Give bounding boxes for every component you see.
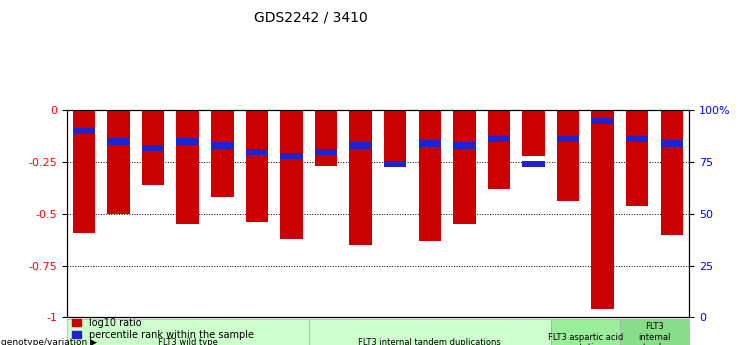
Bar: [591, 110, 614, 309]
Bar: [349, 142, 372, 149]
Legend: log10 ratio, percentile rank within the sample: log10 ratio, percentile rank within the …: [72, 318, 254, 340]
Bar: [557, 110, 579, 201]
Bar: [211, 110, 233, 197]
Bar: [280, 110, 303, 239]
Bar: [73, 128, 95, 134]
Bar: [661, 110, 683, 235]
Bar: [488, 136, 510, 142]
Text: genotype/variation ▶: genotype/variation ▶: [1, 338, 98, 345]
Bar: [142, 145, 165, 151]
Bar: [107, 138, 130, 145]
Bar: [488, 110, 510, 189]
Bar: [419, 140, 441, 147]
Text: FLT3 internal tandem duplications: FLT3 internal tandem duplications: [359, 338, 501, 345]
Bar: [315, 149, 337, 155]
Bar: [453, 142, 476, 149]
Bar: [419, 110, 441, 241]
Bar: [176, 110, 199, 224]
Bar: [522, 110, 545, 156]
Bar: [349, 110, 372, 245]
Bar: [176, 138, 199, 145]
Bar: [591, 118, 614, 124]
Bar: [211, 142, 233, 149]
Text: GDS2242 / 3410: GDS2242 / 3410: [254, 10, 368, 24]
Bar: [107, 110, 130, 214]
Text: FLT3
internal
tande
m duplic.: FLT3 internal tande m duplic.: [635, 322, 674, 345]
Bar: [142, 110, 165, 185]
Bar: [280, 153, 303, 159]
Bar: [522, 161, 545, 167]
Bar: [453, 110, 476, 224]
Text: FLT3 wild type: FLT3 wild type: [158, 338, 218, 345]
Bar: [626, 110, 648, 206]
Text: FLT3 aspartic acid
mutation: FLT3 aspartic acid mutation: [548, 333, 623, 345]
Bar: [557, 136, 579, 142]
Bar: [73, 110, 95, 233]
Bar: [384, 110, 406, 164]
Bar: [315, 110, 337, 166]
Bar: [626, 136, 648, 142]
Bar: [245, 149, 268, 155]
Bar: [661, 140, 683, 147]
Bar: [384, 161, 406, 167]
Bar: [245, 110, 268, 222]
